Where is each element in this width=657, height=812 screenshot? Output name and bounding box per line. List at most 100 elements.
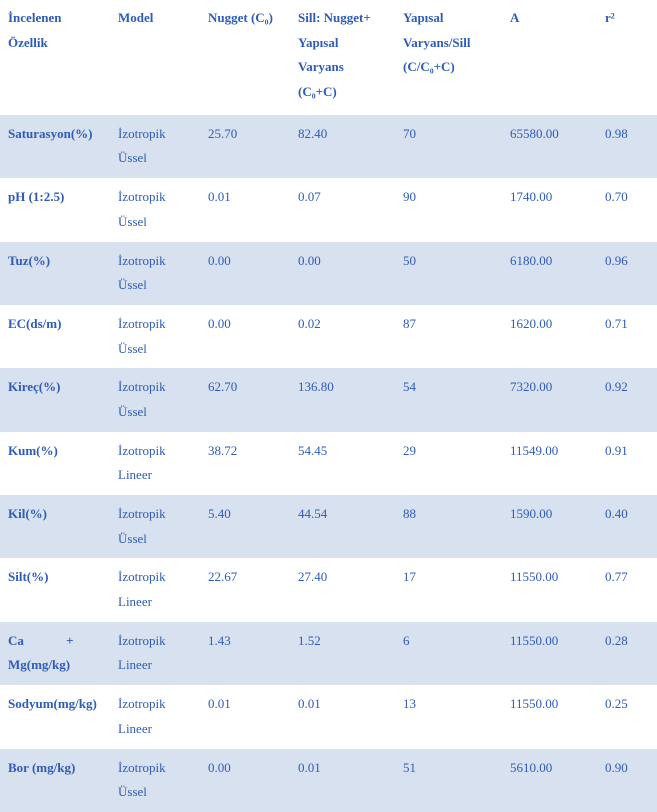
cell-ratio: 87 — [395, 305, 502, 368]
cell-ratio: 29 — [395, 432, 502, 495]
header-sill-l4: (C₀+C) — [298, 84, 337, 99]
cell-a: 5610.00 — [502, 749, 597, 812]
header-ozellik-l2: Özellik — [8, 35, 48, 50]
cell-a: 1740.00 — [502, 178, 597, 241]
model-l1: İzotropik — [118, 696, 166, 711]
variogram-parameters-table: İncelenen Özellik Model Nugget (C₀) Sill… — [0, 0, 657, 812]
header-model: Model — [110, 0, 200, 115]
cell-r2: 0.92 — [597, 368, 657, 431]
header-ratio-l1: Yapısal — [403, 10, 443, 25]
model-l1: İzotropik — [118, 316, 166, 331]
cell-nugget: 0.00 — [200, 242, 290, 305]
cell-sill: 0.07 — [290, 178, 395, 241]
cell-sill: 0.00 — [290, 242, 395, 305]
table-row: Tuz(%)İzotropikÜssel0.000.00506180.000.9… — [0, 242, 657, 305]
cell-sill: 82.40 — [290, 115, 395, 178]
header-a: A — [502, 0, 597, 115]
cell-sill: 0.02 — [290, 305, 395, 368]
model-l1: İzotropik — [118, 506, 166, 521]
cell-sill: 0.01 — [290, 749, 395, 812]
cell-r2: 0.96 — [597, 242, 657, 305]
cell-nugget: 38.72 — [200, 432, 290, 495]
cell-ozellik: pH (1:2.5) — [0, 178, 110, 241]
cell-ratio: 50 — [395, 242, 502, 305]
cell-model: İzotropik Üssel — [110, 178, 200, 241]
cell-model: İzotropik Üssel — [110, 495, 200, 558]
model-l1: İzotropik — [118, 443, 166, 458]
table-row: Sodyum(mg/kg)İzotropikLineer0.010.011311… — [0, 685, 657, 748]
table-row: pH (1:2.5)İzotropikÜssel0.010.07901740.0… — [0, 178, 657, 241]
cell-sill: 44.54 — [290, 495, 395, 558]
cell-model: İzotropikÜssel — [110, 305, 200, 368]
ozellik-l1: Ca + — [8, 633, 74, 648]
cell-nugget: 0.00 — [200, 749, 290, 812]
table-row: Kum(%)İzotropikLineer38.7254.452911549.0… — [0, 432, 657, 495]
model-l1: İzotropik — [118, 633, 166, 648]
model-l1: İzotropik — [118, 253, 166, 268]
cell-ozellik: Bor (mg/kg) — [0, 749, 110, 812]
cell-a: 7320.00 — [502, 368, 597, 431]
model-l1: İzotropik — [118, 569, 166, 584]
cell-nugget: 5.40 — [200, 495, 290, 558]
cell-ratio: 51 — [395, 749, 502, 812]
cell-ozellik: Kil(%) — [0, 495, 110, 558]
model-l1: İzotropik — [118, 126, 166, 141]
cell-model: İzotropik Lineer — [110, 558, 200, 621]
cell-model: İzotropikÜssel — [110, 368, 200, 431]
cell-ozellik: Saturasyon(%) — [0, 115, 110, 178]
cell-sill: 136.80 — [290, 368, 395, 431]
model-l2: Üssel — [118, 277, 147, 292]
header-sill-l1: Sill: Nugget+ — [298, 10, 371, 25]
cell-a: 65580.00 — [502, 115, 597, 178]
table-row: Bor (mg/kg) İzotropik Üssel 0.000.01515610.… — [0, 749, 657, 812]
cell-a: 1620.00 — [502, 305, 597, 368]
cell-ratio: 17 — [395, 558, 502, 621]
ozellik-l2: Mg(mg/kg) — [8, 657, 70, 672]
cell-r2: 0.98 — [597, 115, 657, 178]
header-sill-l3: Varyans — [298, 59, 344, 74]
cell-ratio: 54 — [395, 368, 502, 431]
cell-nugget: 0.00 — [200, 305, 290, 368]
cell-a: 11550.00 — [502, 685, 597, 748]
cell-ozellik: Silt(%) — [0, 558, 110, 621]
cell-r2: 0.70 — [597, 178, 657, 241]
header-nugget: Nugget (C₀) — [200, 0, 290, 115]
cell-sill: 54.45 — [290, 432, 395, 495]
cell-nugget: 22.67 — [200, 558, 290, 621]
model-l1: İzotropik — [118, 760, 166, 775]
cell-ozellik: Sodyum(mg/kg) — [0, 685, 110, 748]
model-l2: Üssel — [118, 784, 147, 799]
table-row: EC(ds/m)İzotropikÜssel0.000.02871620.000… — [0, 305, 657, 368]
cell-ratio: 70 — [395, 115, 502, 178]
model-l2: Üssel — [118, 214, 147, 229]
cell-r2: 0.90 — [597, 749, 657, 812]
cell-ozellik: Kum(%) — [0, 432, 110, 495]
cell-model: İzotropik Lineer — [110, 432, 200, 495]
header-r2: r² — [597, 0, 657, 115]
header-sill-l2: Yapısal — [298, 35, 338, 50]
table-row: Silt(%)İzotropikLineer22.6727.401711550.… — [0, 558, 657, 621]
cell-nugget: 25.70 — [200, 115, 290, 178]
cell-ozellik: EC(ds/m) — [0, 305, 110, 368]
header-ratio-l2: Varyans/Sill — [403, 35, 470, 50]
model-l2: Lineer — [118, 467, 152, 482]
cell-model: İzotropik Üssel — [110, 749, 200, 812]
header-ratio-l3: (C/C₀+C) — [403, 59, 455, 74]
header-ozellik-l1: İncelenen — [8, 10, 61, 25]
model-l1: İzotropik — [118, 189, 166, 204]
cell-model: İzotropikÜssel — [110, 115, 200, 178]
cell-model: İzotropikLineer — [110, 685, 200, 748]
cell-ratio: 88 — [395, 495, 502, 558]
model-l2: Üssel — [118, 531, 147, 546]
cell-r2: 0.77 — [597, 558, 657, 621]
table-row: Kireç(%)İzotropikÜssel62.70136.80547320.… — [0, 368, 657, 431]
cell-nugget: 0.01 — [200, 685, 290, 748]
model-l2: Lineer — [118, 594, 152, 609]
cell-ratio: 90 — [395, 178, 502, 241]
cell-ratio: 13 — [395, 685, 502, 748]
cell-ozellik: Tuz(%) — [0, 242, 110, 305]
cell-r2: 0.25 — [597, 685, 657, 748]
model-l2: Lineer — [118, 657, 152, 672]
cell-r2: 0.40 — [597, 495, 657, 558]
header-ratio: Yapısal Varyans/Sill (C/C₀+C) — [395, 0, 502, 115]
